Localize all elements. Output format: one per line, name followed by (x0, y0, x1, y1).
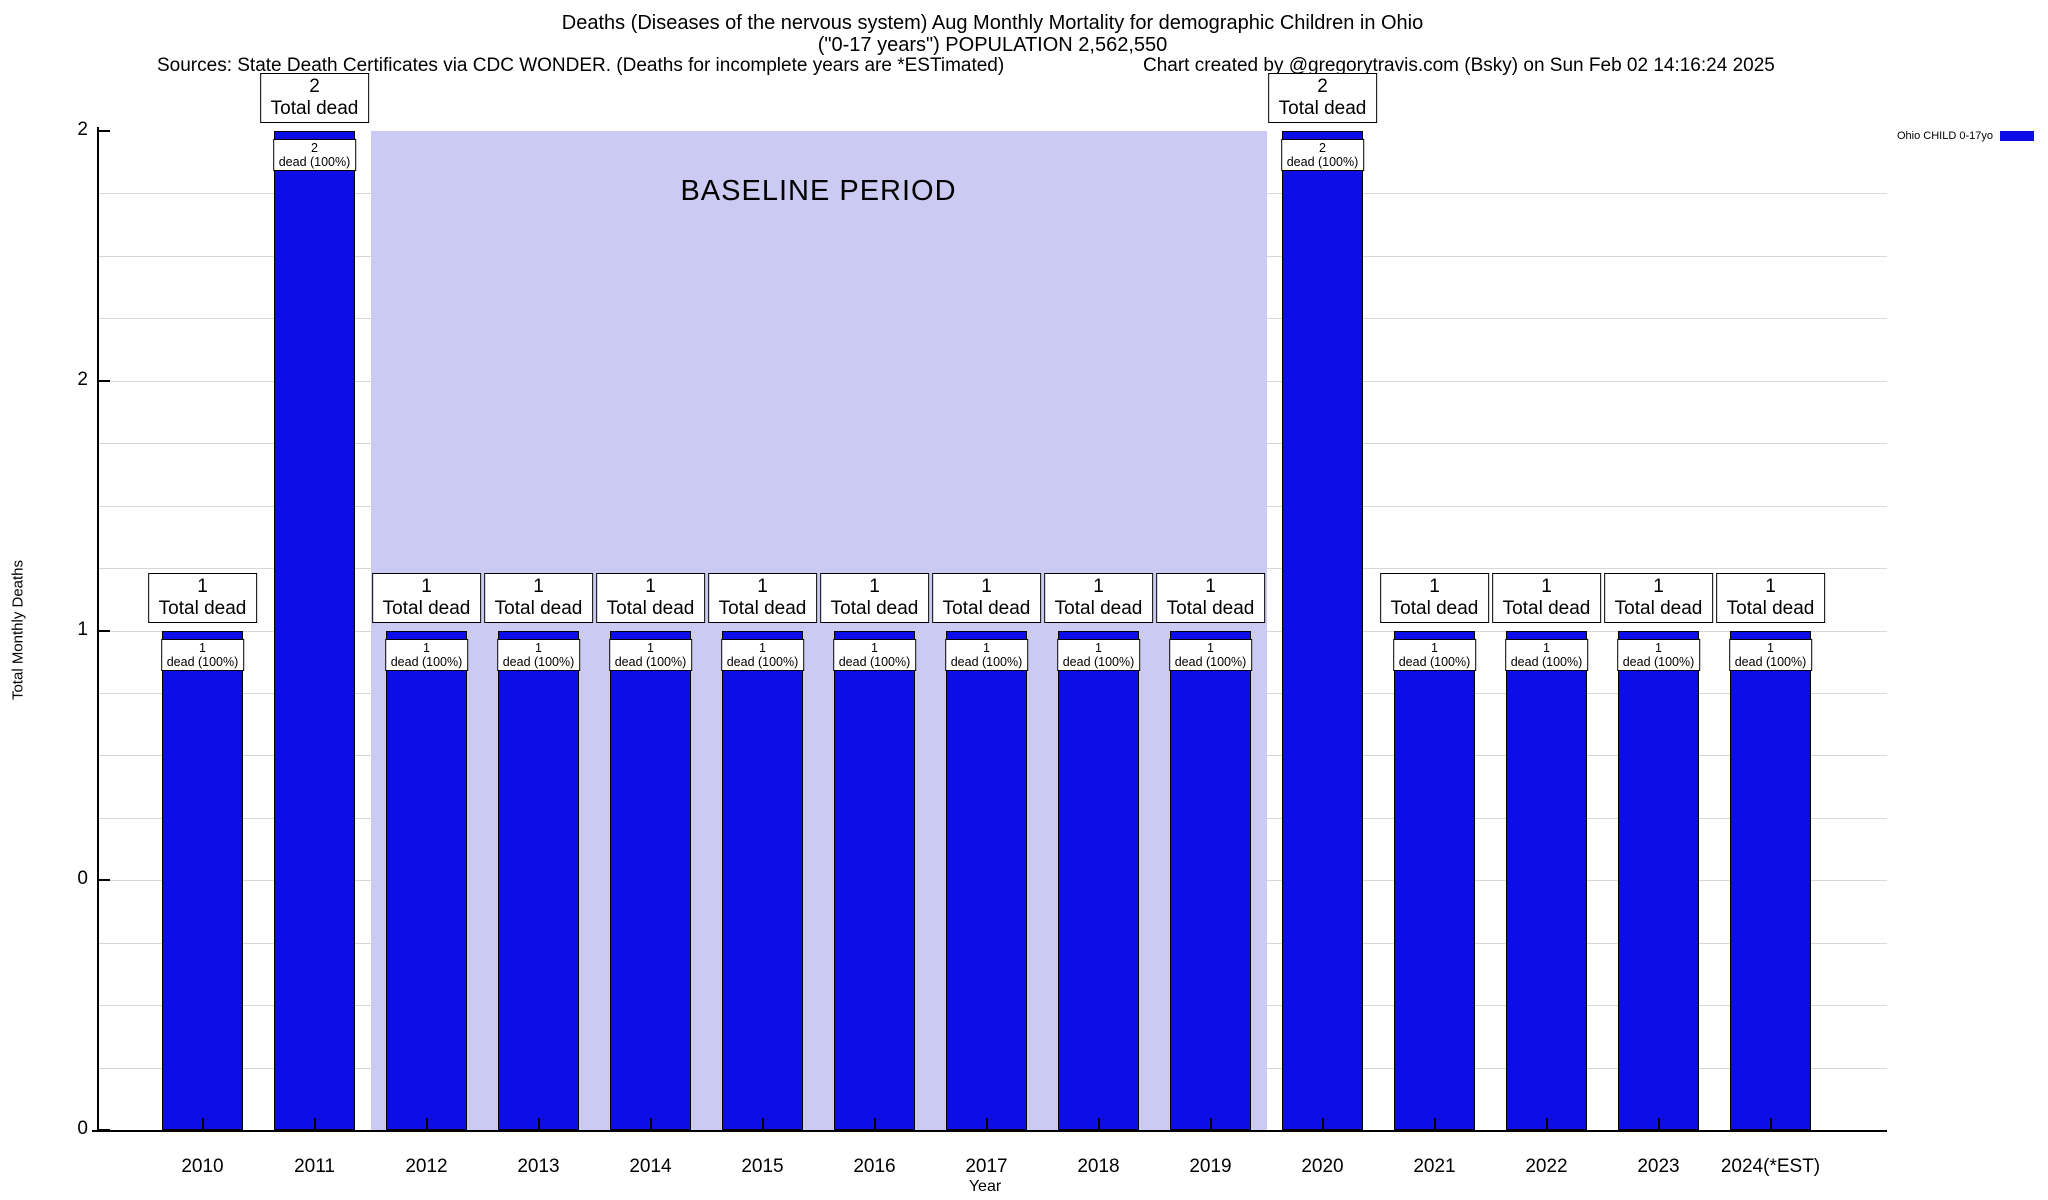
bar-total-label-2023: 1 Total dead (1603, 572, 1714, 623)
bar-2023 (1618, 630, 1699, 1130)
bar-inner-label-2019: 1 dead (100%) (1168, 638, 1253, 671)
bar-2011 (274, 131, 355, 1130)
x-tick-mark (873, 1118, 876, 1130)
bar-total-label-2013: 1 Total dead (483, 572, 594, 623)
y-tick-label: 2 (77, 119, 88, 140)
bar-inner-label-2016: 1 dead (100%) (832, 638, 917, 671)
x-tick-label-2014: 2014 (629, 1156, 672, 1177)
bar-2021 (1394, 630, 1475, 1130)
bar-total-label-2012: 1 Total dead (371, 572, 482, 623)
bar-2017 (946, 630, 1027, 1130)
bar-inner-label-2024(*EST): 1 dead (100%) (1728, 638, 1813, 671)
y-axis-label: Total Monthly Deaths (9, 559, 27, 701)
credit-note: Chart created by @gregorytravis.com (Bsk… (1143, 55, 1775, 76)
bar-total-label-2019: 1 Total dead (1155, 572, 1266, 623)
bar-inner-label-2017: 1 dead (100%) (944, 638, 1029, 671)
x-tick-mark (1097, 1118, 1100, 1130)
x-tick-label-2020: 2020 (1301, 1156, 1344, 1177)
x-tick-label-2013: 2013 (517, 1156, 560, 1177)
bar-inner-label-2011: 2 dead (100%) (272, 139, 357, 171)
x-tick-mark (1321, 1118, 1324, 1130)
x-axis-label: Year (968, 1178, 1002, 1195)
x-tick-label-2015: 2015 (741, 1156, 784, 1177)
y-tick-label: 1 (77, 618, 88, 640)
bar-inner-label-2022: 1 dead (100%) (1504, 638, 1589, 671)
x-tick-mark (1545, 1118, 1548, 1130)
baseline-period-label: BASELINE PERIOD (680, 175, 957, 207)
bar-2016 (834, 630, 915, 1130)
x-tick-mark (537, 1118, 540, 1130)
bar-total-label-2024(*EST): 1 Total dead (1715, 572, 1826, 623)
bar-total-label-2016: 1 Total dead (819, 572, 930, 623)
x-tick-label-2016: 2016 (853, 1156, 896, 1177)
y-tick-mark (98, 629, 110, 632)
x-tick-label-2021: 2021 (1413, 1156, 1456, 1177)
x-tick-mark (1769, 1118, 1772, 1130)
x-tick-mark (649, 1118, 652, 1130)
legend-swatch (2000, 131, 2034, 141)
legend-label: Ohio CHILD 0-17yo (1897, 130, 1993, 142)
x-tick-label-2017: 2017 (965, 1156, 1008, 1177)
y-tick-mark (98, 130, 110, 132)
legend: Ohio CHILD 0-17yo (1897, 130, 2034, 142)
y-tick-label: 0 (77, 868, 88, 890)
bar-total-label-2011: 2 Total dead (259, 73, 370, 123)
bar-2024(*EST) (1730, 630, 1811, 1130)
sources-note: Sources: State Death Certificates via CD… (157, 55, 1005, 76)
bar-total-label-2021: 1 Total dead (1379, 572, 1490, 623)
y-tick-mark (98, 379, 110, 382)
bar-2022 (1506, 630, 1587, 1130)
bar-inner-label-2013: 1 dead (100%) (496, 638, 581, 671)
bar-total-label-2014: 1 Total dead (595, 572, 706, 623)
x-tick-label-2022: 2022 (1525, 1156, 1568, 1177)
chart-subtitle: ("0-17 years") POPULATION 2,562,550 (817, 34, 1168, 56)
x-tick-label-2019: 2019 (1189, 1156, 1232, 1177)
x-tick-mark (761, 1118, 764, 1130)
bar-total-label-2018: 1 Total dead (1043, 572, 1154, 623)
x-tick-mark (425, 1118, 428, 1130)
bar-2012 (386, 630, 467, 1130)
x-tick-mark (313, 1118, 316, 1130)
bar-2014 (610, 630, 691, 1130)
bar-2019 (1170, 630, 1251, 1130)
y-tick-mark (98, 879, 110, 882)
x-tick-label-2018: 2018 (1077, 1156, 1120, 1177)
bar-total-label-2022: 1 Total dead (1491, 572, 1602, 623)
bar-inner-label-2023: 1 dead (100%) (1616, 638, 1701, 671)
x-tick-label-2011: 2011 (294, 1156, 335, 1177)
x-tick-mark (1657, 1118, 1660, 1130)
bar-total-label-2010: 1 Total dead (147, 572, 258, 623)
plot-area: BASELINE PERIOD 2 2 1 0 0 2010 2011 2012 2013 2014… (77, 73, 1887, 1177)
bar-total-label-2020: 2 Total dead (1267, 73, 1378, 123)
x-tick-mark (201, 1118, 204, 1130)
bar-inner-label-2015: 1 dead (100%) (720, 638, 805, 671)
bar-inner-label-2018: 1 dead (100%) (1056, 638, 1141, 671)
x-tick-label-2024(*EST): 2024(*EST) (1720, 1156, 1821, 1177)
x-tick-mark (985, 1118, 988, 1130)
x-tick-label-2010: 2010 (181, 1156, 224, 1177)
y-tick-label: 2 (77, 368, 88, 390)
x-tick-label-2012: 2012 (405, 1156, 448, 1177)
x-tick-mark (1209, 1118, 1212, 1130)
x-tick-label-2023: 2023 (1637, 1156, 1680, 1177)
chart-title: Deaths (Diseases of the nervous system) … (561, 12, 1424, 34)
bar-inner-label-2010: 1 dead (100%) (160, 638, 245, 671)
bar-total-label-2015: 1 Total dead (707, 572, 818, 623)
bar-inner-label-2020: 2 dead (100%) (1280, 139, 1365, 171)
bar-inner-label-2014: 1 dead (100%) (608, 638, 693, 671)
bar-2018 (1058, 630, 1139, 1130)
bar-2013 (498, 630, 579, 1130)
bar-2020 (1282, 131, 1363, 1130)
bar-inner-label-2021: 1 dead (100%) (1392, 638, 1477, 671)
bar-total-label-2017: 1 Total dead (931, 572, 1042, 623)
bar-inner-label-2012: 1 dead (100%) (384, 638, 469, 671)
bar-2010 (162, 630, 243, 1130)
y-axis-line (97, 127, 99, 1130)
y-tick-mark (98, 1129, 110, 1131)
bar-2015 (722, 630, 803, 1130)
y-tick-label: 0 (77, 1118, 88, 1139)
x-tick-mark (1433, 1118, 1436, 1130)
x-axis-line (92, 1130, 1887, 1132)
